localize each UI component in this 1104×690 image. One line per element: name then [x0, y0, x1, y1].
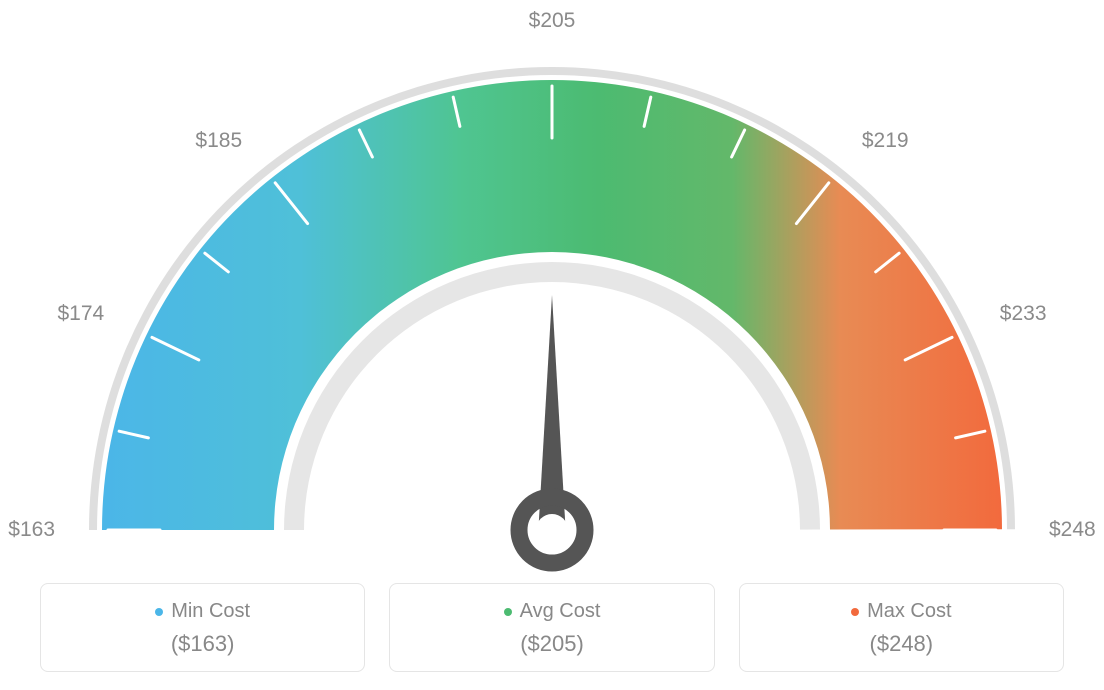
legend-avg: Avg Cost ($205) [389, 583, 714, 672]
legend-avg-label: Avg Cost [504, 600, 601, 623]
gauge-tick-label: $185 [195, 129, 242, 153]
legend-avg-label-text: Avg Cost [520, 600, 601, 623]
legend-min-label-text: Min Cost [171, 600, 250, 623]
dot-icon [155, 608, 163, 616]
gauge-tick-label: $205 [529, 9, 576, 33]
legend-max-label: Max Cost [851, 600, 951, 623]
dot-icon [851, 608, 859, 616]
legend-min-label: Min Cost [155, 600, 250, 623]
legend-row: Min Cost ($163) Avg Cost ($205) Max Cost… [40, 583, 1064, 672]
gauge-tick-label: $248 [1049, 518, 1096, 542]
legend-avg-value: ($205) [390, 631, 713, 657]
gauge-tick-label: $233 [1000, 302, 1047, 326]
legend-min: Min Cost ($163) [40, 583, 365, 672]
gauge-svg [0, 10, 1104, 580]
legend-max: Max Cost ($248) [739, 583, 1064, 672]
cost-gauge-container: $163 $174 $185 $205 $219 $233 $248 Min Cost ($… [0, 0, 1104, 690]
legend-max-value: ($248) [740, 631, 1063, 657]
gauge-chart: $163 $174 $185 $205 $219 $233 $248 [0, 10, 1104, 580]
dot-icon [504, 608, 512, 616]
legend-max-label-text: Max Cost [867, 600, 951, 623]
gauge-tick-label: $219 [862, 129, 909, 153]
gauge-tick-label: $163 [8, 518, 55, 542]
legend-min-value: ($163) [41, 631, 364, 657]
gauge-tick-label: $174 [57, 302, 104, 326]
